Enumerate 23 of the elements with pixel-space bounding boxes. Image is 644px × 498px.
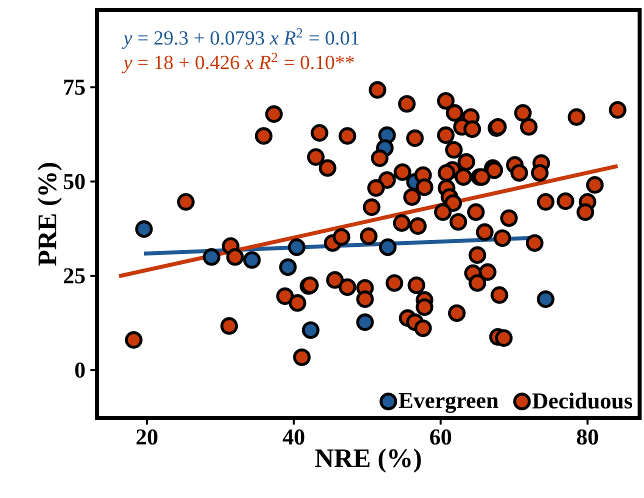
point [536, 290, 554, 308]
point [378, 238, 397, 256]
x-tick-label: 80 [576, 429, 598, 445]
annotation: y = 29.3 + 0.0793 x R$^{2}$ = 0.01 [122, 28, 359, 49]
point [135, 220, 153, 238]
x-tick-label: 60 [430, 429, 452, 445]
point [356, 313, 374, 332]
y-tick-label: 25 [64, 268, 85, 284]
y-tick-label: 0 [75, 362, 85, 378]
y-axis-title: PRE (%) [38, 162, 62, 266]
point [288, 238, 306, 256]
point [243, 251, 261, 269]
legend-label: Deciduous [532, 392, 632, 409]
y-tick-label: 75 [64, 80, 85, 95]
x-tick-label: 20 [136, 429, 158, 445]
x-axis-title: NRE (%) [315, 448, 421, 473]
annotation: y = 18 + 0.426 x R$^{2}$ = 0.10** [122, 52, 354, 74]
y-tick-label: 50 [64, 174, 85, 190]
point [202, 248, 220, 266]
legend-label: Evergreen [398, 393, 498, 413]
point [279, 258, 297, 276]
point [302, 321, 320, 339]
x-tick-label: 40 [282, 429, 304, 445]
